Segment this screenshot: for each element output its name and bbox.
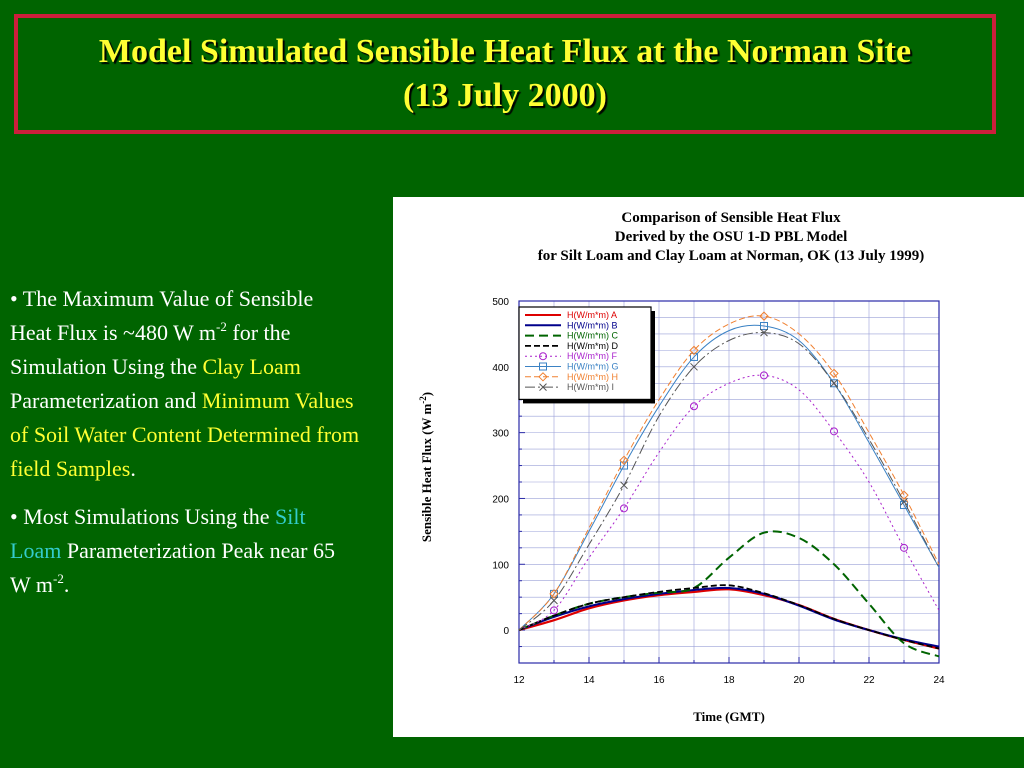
bullet-2: • Most Simulations Using the Silt Loam P… [10, 500, 360, 602]
series-line [518, 374, 940, 631]
bullet-2-part-0: • Most Simulations Using the [10, 504, 275, 529]
data-point [830, 379, 838, 388]
data-point [550, 596, 558, 605]
legend-label: H(W/m*m) H [567, 372, 618, 382]
data-point [830, 427, 838, 436]
legend-label: H(W/m*m) C [567, 331, 618, 341]
silt-loam-highlight: Silt Loam [10, 504, 306, 563]
data-point [620, 461, 628, 470]
axes: 12 14 16 18 20 22 24 0 100 200 300 400 500 [492, 297, 945, 686]
y-tick-label: 0 [503, 626, 509, 637]
slide-title-line-1: Model Simulated Sensible Heat Flux at th… [98, 33, 912, 70]
legend-shadow-bottom [523, 399, 655, 404]
y-tick-label: 100 [492, 560, 509, 571]
data-point [620, 504, 628, 513]
y-tick-label: 200 [492, 494, 509, 505]
series-8 [518, 328, 940, 631]
data-point [549, 589, 559, 599]
data-point [690, 402, 698, 411]
series-5 [518, 371, 940, 631]
legend-shadow-right [651, 311, 655, 404]
bullet-1-part-2: for the Simulation Using the [10, 320, 291, 379]
bullet-1-superscript: -2 [216, 319, 227, 334]
data-point [538, 372, 548, 382]
data-point [830, 379, 838, 388]
data-point [760, 371, 768, 380]
data-point [760, 322, 768, 331]
data-point [899, 490, 909, 500]
slide-title-line-2: (13 July 2000) [403, 77, 607, 114]
bullet-1-part-4: Parameterization and [10, 388, 202, 413]
series-4 [518, 584, 940, 650]
legend-label: H(W/m*m) D [567, 341, 618, 351]
data-point [900, 543, 908, 552]
bullet-list: • The Maximum Value of Sensible Heat Flu… [10, 282, 360, 616]
legend-label: H(W/m*m) B [567, 320, 618, 330]
y-axis-label: Sensible Heat Flux (W m-2) [418, 392, 434, 542]
data-point [550, 606, 558, 615]
y-axis-label-close: ) [419, 392, 434, 396]
data-point [829, 368, 839, 379]
data-point [759, 311, 769, 321]
x-tick-label: 20 [793, 675, 805, 686]
heat-flux-chart: Comparison of Sensible Heat Flux Derived… [418, 210, 945, 724]
x-tick-label: 14 [583, 675, 595, 686]
legend-label: H(W/m*m) I [567, 382, 614, 392]
y-tick-label: 400 [492, 363, 509, 374]
series-line [518, 584, 940, 650]
series-7 [518, 311, 940, 631]
data-point [689, 345, 699, 356]
legend-label: H(W/m*m) F [567, 351, 617, 361]
series-line [518, 332, 940, 631]
bullet-2-superscript: -2 [52, 571, 64, 586]
data-point [539, 362, 547, 371]
soil-water-highlight: Minimum Values of Soil Water Content Det… [10, 388, 360, 481]
x-tick-label: 18 [723, 675, 735, 686]
x-tick-label: 12 [513, 675, 525, 686]
legend-label: H(W/m*m) G [567, 362, 619, 372]
series-group [518, 311, 940, 658]
data-point [690, 352, 698, 361]
bullet-2-part-4: . [63, 572, 70, 597]
legend: H(W/m*m) AH(W/m*m) BH(W/m*m) CH(W/m*m) D… [518, 306, 655, 404]
series-line [518, 324, 940, 631]
bullet-2-part-2: Parameterization Peak near 65 W m [10, 538, 335, 597]
legend-label: H(W/m*m) A [567, 310, 617, 320]
chart-panel: Comparison of Sensible Heat Flux Derived… [393, 197, 1024, 737]
clay-loam-highlight: Clay Loam [202, 354, 301, 379]
bullet-1-part-0: • The Maximum Value of Sensible Heat Flu… [10, 286, 314, 345]
data-point [539, 383, 547, 391]
chart-title-line-1: Comparison of Sensible Heat Flux [621, 210, 841, 226]
data-point [760, 328, 768, 337]
x-tick-label: 24 [933, 675, 945, 686]
x-tick-label: 16 [653, 675, 665, 686]
y-tick-label: 500 [492, 297, 509, 308]
bullet-1-part-6: . [130, 456, 136, 481]
x-axis-label: Time (GMT) [693, 709, 765, 724]
y-axis-label-exponent: -2 [418, 396, 428, 404]
data-point [619, 455, 629, 465]
chart-title-line-3: for Silt Loam and Clay Loam at Norman, O… [538, 248, 924, 264]
title-box: Model Simulated Sensible Heat Flux at th… [14, 14, 996, 134]
bullet-1: • The Maximum Value of Sensible Heat Flu… [10, 282, 360, 486]
chart-title-line-2: Derived by the OSU 1-D PBL Model [615, 229, 848, 245]
data-point [900, 497, 908, 506]
x-tick-label: 22 [863, 675, 875, 686]
data-point [690, 362, 698, 371]
data-point [620, 481, 628, 490]
data-point [539, 352, 547, 361]
y-tick-label: 300 [492, 429, 509, 440]
